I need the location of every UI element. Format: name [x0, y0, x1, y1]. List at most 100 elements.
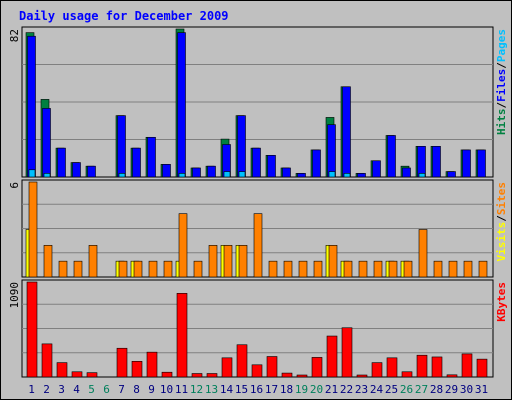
sites-bar-day-7 [118, 260, 128, 278]
sites-bar-day-17 [268, 260, 278, 278]
files-bar-day-10 [162, 164, 171, 178]
sites-bar-day-31 [478, 260, 488, 278]
pages-bar-day-27 [418, 173, 426, 178]
files-bar-day-13 [207, 165, 216, 178]
day-label-18: 18 [280, 383, 293, 396]
day-label-20: 20 [310, 383, 323, 396]
legend-entry: Files [495, 69, 508, 102]
files-bar-day-3 [57, 147, 66, 178]
day-label-22: 22 [340, 383, 353, 396]
chart-title: Daily usage for December 2009 [19, 9, 229, 23]
files-bar-day-11 [177, 32, 186, 178]
day-label-6: 6 [103, 383, 110, 396]
sites-bar-day-9 [148, 260, 158, 278]
day-label-17: 17 [265, 383, 278, 396]
day-label-12: 12 [190, 383, 203, 396]
kbytes-bar-day-31 [476, 358, 488, 378]
sites-bar-day-1 [28, 181, 38, 278]
legend-entry: KBytes [495, 282, 508, 322]
kbytes-bar-day-9 [146, 351, 158, 378]
files-bar-day-18 [282, 167, 291, 178]
pages-bar-day-22 [343, 173, 351, 178]
sites-bar-day-2 [43, 245, 53, 278]
sites-bar-day-11 [178, 213, 188, 278]
kbytes-bar-day-4 [71, 371, 83, 378]
sites-bar-day-25 [388, 260, 398, 278]
kbytes-bar-day-7 [116, 347, 128, 378]
sites-bar-day-5 [88, 245, 98, 278]
pages-bar-day-14 [223, 171, 231, 178]
kbytes-bar-day-14 [221, 357, 233, 378]
kbytes-bar-day-1 [26, 281, 38, 378]
files-bar-day-31 [477, 149, 486, 178]
day-label-23: 23 [355, 383, 368, 396]
sites-bar-day-16 [253, 213, 263, 278]
files-bar-day-24 [372, 160, 381, 178]
files-bar-day-20 [312, 149, 321, 178]
sites-bar-day-28 [433, 260, 443, 278]
day-label-4: 4 [73, 383, 80, 396]
legend-entry: / [495, 102, 508, 109]
kbytes-bar-day-16 [251, 364, 263, 378]
day-label-14: 14 [220, 383, 234, 396]
sites-bar-day-21 [328, 245, 338, 278]
files-bar-day-15 [237, 115, 246, 178]
files-bar-day-8 [132, 147, 141, 178]
files-bar-day-22 [342, 86, 351, 178]
kbytes-bar-day-28 [431, 356, 443, 378]
day-label-27: 27 [415, 383, 428, 396]
files-bar-day-2 [42, 108, 51, 178]
day-label-7: 7 [118, 383, 125, 396]
files-bar-day-12 [192, 167, 201, 178]
panel-max-label: 6 [8, 182, 21, 189]
panel-legend: Visits/Sites [495, 182, 508, 262]
legend-entry: / [495, 62, 508, 69]
files-bar-day-27 [417, 146, 426, 178]
sites-bar-day-23 [358, 260, 368, 278]
files-bar-day-26 [402, 167, 411, 178]
legend-entry: Sites [495, 182, 508, 215]
day-label-28: 28 [430, 383, 443, 396]
files-bar-day-23 [357, 173, 366, 178]
legend-entry: Pages [495, 29, 508, 62]
legend-entry: Hits [495, 109, 508, 136]
day-label-1: 1 [28, 383, 35, 396]
files-bar-day-28 [432, 146, 441, 178]
kbytes-bar-day-25 [386, 357, 398, 378]
day-label-11: 11 [175, 383, 188, 396]
day-label-21: 21 [325, 383, 338, 396]
kbytes-bar-day-11 [176, 293, 188, 378]
files-bar-day-17 [267, 155, 276, 178]
sites-bar-day-18 [283, 260, 293, 278]
day-label-9: 9 [148, 383, 155, 396]
panel-legend: KBytes [495, 282, 508, 322]
kbytes-bar-day-17 [266, 356, 278, 378]
sites-bar-day-20 [313, 260, 323, 278]
files-bar-day-16 [252, 147, 261, 178]
files-bar-day-29 [447, 171, 456, 178]
files-bar-day-5 [87, 165, 96, 178]
day-label-26: 26 [400, 383, 413, 396]
legend-entry: / [495, 215, 508, 222]
kbytes-bar-day-27 [416, 354, 428, 378]
pages-bar-day-15 [238, 171, 246, 178]
kbytes-bar-day-21 [326, 335, 338, 378]
kbytes-bar-day-23 [356, 374, 368, 378]
day-label-19: 19 [295, 383, 308, 396]
day-label-8: 8 [133, 383, 140, 396]
sites-bar-day-12 [193, 260, 203, 278]
kbytes-bar-day-2 [41, 343, 53, 378]
files-bar-day-30 [462, 149, 471, 178]
sites-bar-day-29 [448, 260, 458, 278]
sites-bar-day-19 [298, 260, 308, 278]
kbytes-bar-day-29 [446, 374, 458, 378]
sites-bar-day-4 [73, 260, 83, 278]
files-bar-day-4 [72, 162, 81, 178]
kbytes-bar-day-12 [191, 373, 203, 378]
panel-max-label: 82 [8, 29, 21, 42]
pages-bar-day-11 [178, 173, 186, 178]
